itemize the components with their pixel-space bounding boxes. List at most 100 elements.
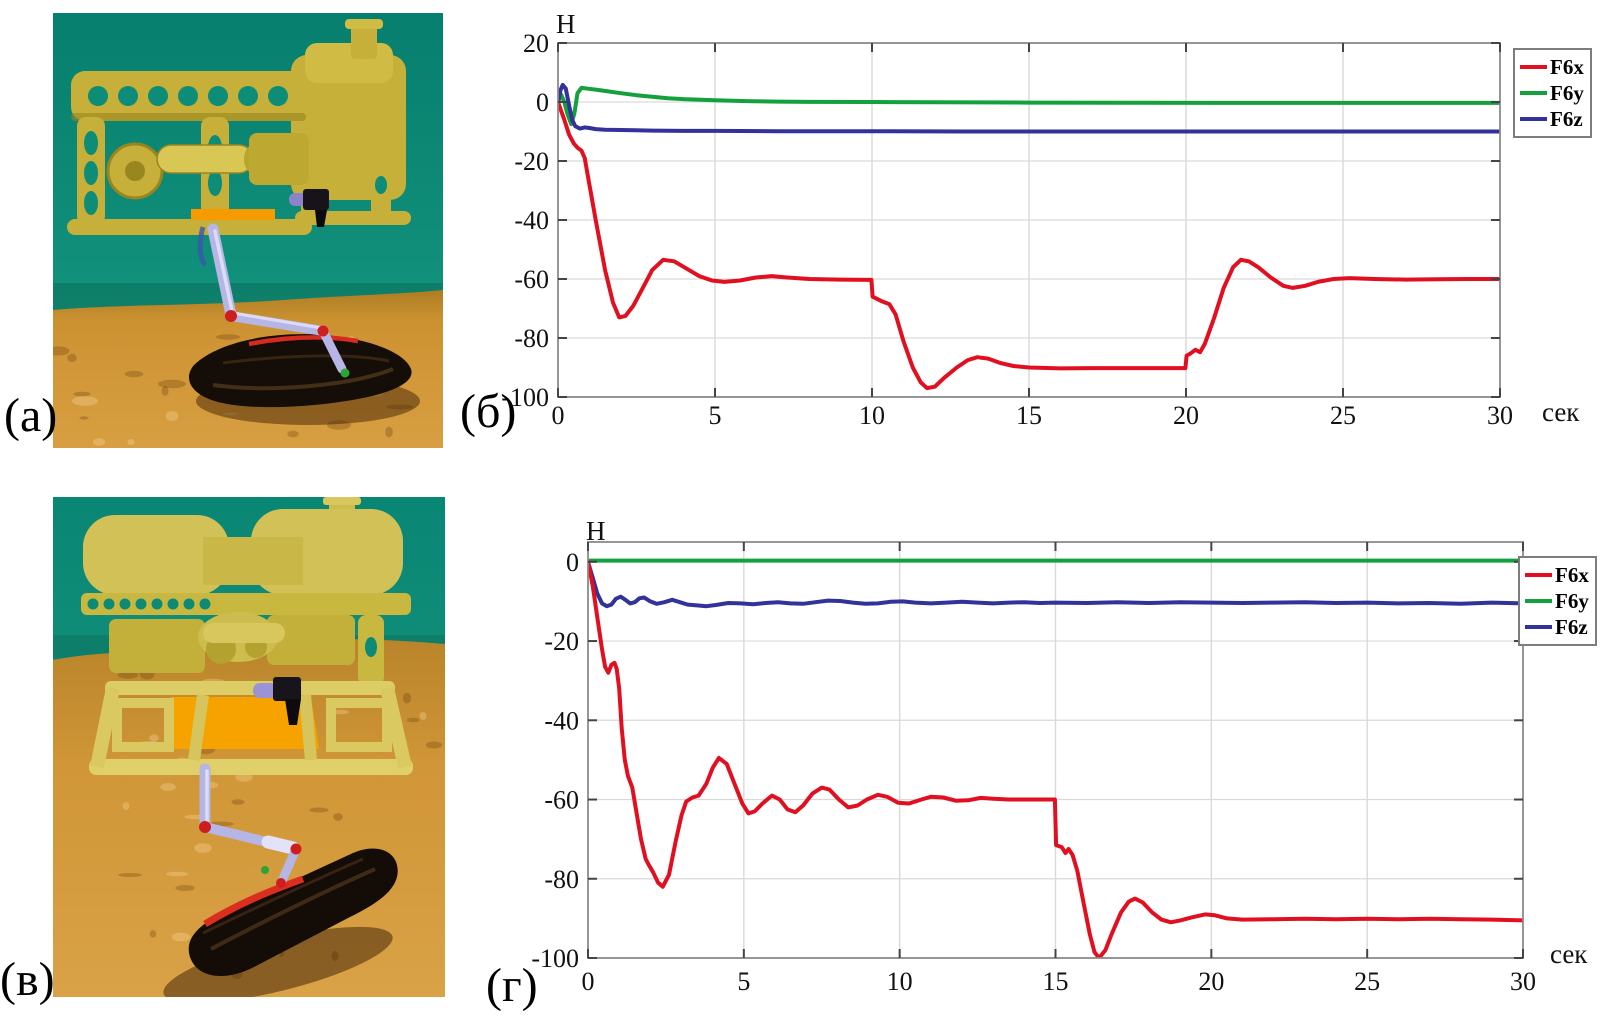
- legend-line-f6y: [1520, 91, 1547, 95]
- sand-speckle: [149, 734, 159, 742]
- sand-speckle: [71, 396, 99, 406]
- x-tick-label: 10: [859, 401, 885, 430]
- y-tick-label: -20: [514, 147, 549, 176]
- pipe-red-line: [248, 335, 359, 347]
- y-tick-label: -20: [544, 627, 579, 656]
- y-tick-label: -60: [544, 786, 579, 815]
- legend-chart-g: F6x F6y F6z: [1518, 556, 1597, 646]
- legend-entry: F6z: [1525, 614, 1589, 640]
- y-tick-label: -40: [544, 706, 579, 735]
- y-tick-label: 0: [536, 88, 549, 117]
- sand-speckle: [165, 871, 189, 877]
- panel-label-b: (б): [460, 385, 517, 438]
- y-tick-label: -100: [501, 383, 549, 412]
- pipeline-segment: [163, 848, 398, 997]
- y-tick-label: 0: [566, 548, 579, 577]
- legend-entry: F6y: [1525, 588, 1589, 614]
- legend-line-f6x: [1520, 65, 1547, 69]
- sand-speckle: [194, 843, 212, 853]
- pipe-red-band: [203, 875, 305, 927]
- sand-speckle: [175, 885, 195, 891]
- arm-joint: [225, 310, 237, 322]
- series-F6x: [558, 100, 1500, 391]
- sand-speckle: [117, 671, 139, 679]
- rov-deck: [191, 209, 275, 220]
- legend-label: F6y: [1555, 588, 1589, 613]
- sand-speckle: [92, 438, 106, 446]
- sand-speckle: [124, 370, 144, 378]
- legend-label: F6z: [1555, 614, 1588, 639]
- legend-entry: F6x: [1525, 562, 1589, 588]
- series-F6x: [588, 559, 1523, 958]
- rov-vehicle: [81, 497, 413, 775]
- arm-joint: [290, 843, 302, 855]
- x-tick-label: 30: [1510, 967, 1536, 996]
- sand-speckle: [419, 712, 427, 720]
- sand-speckle: [287, 430, 299, 438]
- manipulator-arm: [197, 223, 350, 378]
- legend-chart-b: F6x F6y F6z: [1513, 48, 1592, 138]
- arm-joint: [199, 821, 211, 833]
- sand-speckle: [165, 411, 179, 421]
- sand-speckle: [309, 807, 329, 813]
- legend-label: F6z: [1550, 106, 1583, 131]
- rov-camera: [303, 189, 329, 210]
- x-tick-label: 20: [1173, 401, 1199, 430]
- sand-speckle: [53, 346, 70, 356]
- sand-speckle: [333, 813, 343, 821]
- y-axis-unit-label: Н: [556, 9, 576, 39]
- x-tick-label: 20: [1198, 967, 1224, 996]
- y-tick-label: -60: [514, 265, 549, 294]
- x-tick-label: 15: [1016, 401, 1042, 430]
- legend-entry: F6y: [1520, 80, 1584, 106]
- arm-joint: [276, 878, 286, 888]
- y-tick-label: -80: [514, 324, 549, 353]
- legend-entry: F6z: [1520, 106, 1584, 132]
- x-tick-label: 25: [1354, 967, 1380, 996]
- y-tick-label: -40: [514, 206, 549, 235]
- legend-line-f6z: [1520, 117, 1547, 121]
- legend-line-f6y: [1525, 599, 1552, 603]
- manipulator-arm: [199, 763, 302, 888]
- legend-label: F6x: [1550, 54, 1584, 79]
- sand-speckle: [67, 353, 77, 363]
- sand-speckle: [231, 799, 245, 805]
- sand-speckle: [117, 873, 143, 877]
- x-tick-label: 15: [1043, 967, 1069, 996]
- sand-speckle: [171, 932, 191, 942]
- x-tick-label: 25: [1330, 401, 1356, 430]
- sand-speckle: [406, 717, 420, 723]
- y-tick-label: -100: [531, 944, 579, 973]
- x-tick-label: 0: [552, 401, 565, 430]
- series-F6z: [588, 559, 1523, 609]
- simulation-screenshot-a: [53, 13, 443, 448]
- x-tick-label: 30: [1487, 401, 1513, 430]
- legend-label: F6y: [1550, 80, 1584, 105]
- sand-speckle: [402, 692, 412, 704]
- rov-vehicle: [67, 19, 411, 235]
- sand-speckle: [215, 334, 241, 340]
- sand-speckle: [73, 391, 91, 397]
- sand-speckle: [79, 416, 89, 420]
- x-tick-label: 5: [709, 401, 722, 430]
- series-F6z: [558, 82, 1500, 134]
- panel-label-g: (г): [486, 959, 538, 1012]
- y-axis-unit-label: Н: [586, 516, 606, 546]
- pipeline-segment: [189, 334, 420, 425]
- x-axis-unit-label: сек: [1550, 939, 1588, 969]
- x-tick-label: 0: [582, 967, 595, 996]
- sand-speckle: [149, 930, 157, 938]
- sand-speckle: [158, 379, 186, 389]
- legend-label: F6x: [1555, 562, 1589, 587]
- arm-end-effector: [340, 368, 350, 378]
- sand-speckle: [161, 386, 169, 396]
- x-tick-label: 5: [737, 967, 750, 996]
- rov-chimney: [351, 23, 377, 59]
- arm-end-effector: [261, 866, 269, 874]
- rov-camera: [273, 677, 301, 701]
- panel-label-a: (a): [4, 389, 58, 442]
- sand-speckle: [122, 802, 130, 810]
- legend-line-f6z: [1525, 625, 1552, 629]
- simulation-screenshot-v: [53, 497, 445, 997]
- panel-label-v: (в): [0, 953, 55, 1006]
